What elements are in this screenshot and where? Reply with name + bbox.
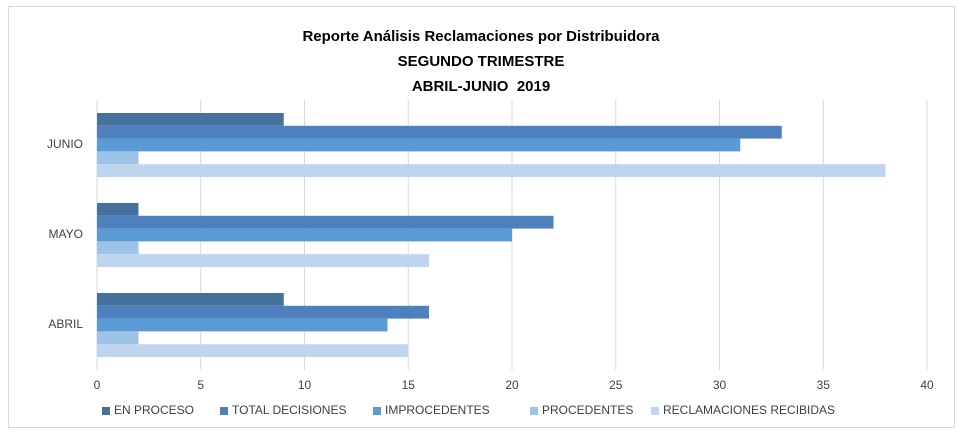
legend-swatch xyxy=(220,407,228,415)
x-tick-label: 0 xyxy=(94,378,101,392)
y-tick-label: JUNIO xyxy=(47,137,83,151)
bar xyxy=(97,241,139,255)
chart-subtitle: ABRIL-JUNIO 2019 xyxy=(412,78,550,95)
bar xyxy=(97,138,741,152)
y-tick-label: MAYO xyxy=(49,227,83,241)
bar xyxy=(97,318,388,332)
bar xyxy=(97,293,284,306)
x-tick-label: 40 xyxy=(920,378,934,392)
x-tick-label: 15 xyxy=(402,378,416,392)
legend-swatch xyxy=(102,407,110,415)
legend-label: RECLAMACIONES RECIBIDAS xyxy=(663,403,835,417)
bar xyxy=(97,331,139,345)
bar xyxy=(97,164,886,177)
bar xyxy=(97,203,139,216)
x-tick-label: 35 xyxy=(817,378,831,392)
legend-label: EN PROCESO xyxy=(114,403,194,417)
x-tick-label: 20 xyxy=(505,378,519,392)
bar xyxy=(97,113,284,126)
bar xyxy=(97,305,429,319)
legend-swatch xyxy=(530,407,538,415)
x-tick-label: 5 xyxy=(197,378,204,392)
legend-swatch xyxy=(373,407,381,415)
bar xyxy=(97,125,782,139)
x-tick-label: 30 xyxy=(713,378,727,392)
legend-label: IMPROCEDENTES xyxy=(385,403,490,417)
x-tick-label: 25 xyxy=(609,378,623,392)
bar xyxy=(97,215,554,229)
legend-label: TOTAL DECISIONES xyxy=(232,403,346,417)
bar xyxy=(97,151,139,165)
legend-label: PROCEDENTES xyxy=(542,403,633,417)
bar xyxy=(97,344,409,357)
chart-title: Reporte Análisis Reclamaciones por Distr… xyxy=(302,28,660,45)
y-tick-label: ABRIL xyxy=(48,317,83,331)
bar xyxy=(97,254,429,267)
chart-subtitle: SEGUNDO TRIMESTRE xyxy=(398,53,565,70)
bar xyxy=(97,228,512,242)
x-tick-label: 10 xyxy=(298,378,312,392)
legend-swatch xyxy=(651,407,659,415)
